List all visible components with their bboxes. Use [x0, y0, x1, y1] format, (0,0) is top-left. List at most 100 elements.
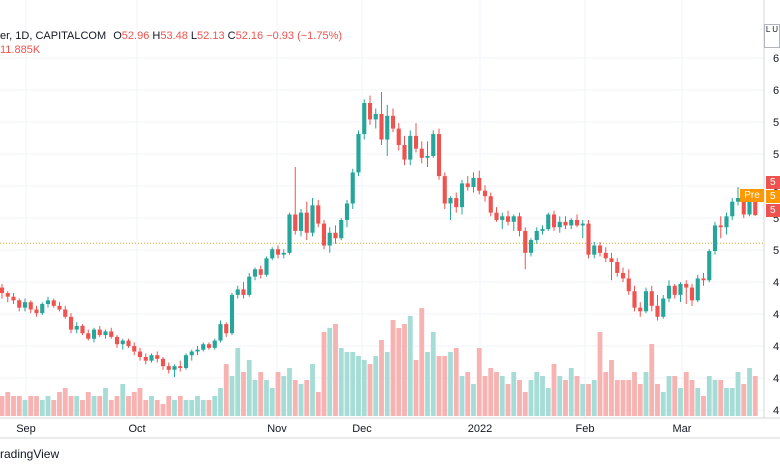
low-label: L	[190, 30, 198, 42]
candle-body	[304, 212, 309, 233]
time-axis[interactable]: Sep Oct Nov Dec 2022 Feb Mar	[16, 423, 692, 435]
volume-bar	[62, 388, 68, 416]
volume-bar	[557, 376, 563, 416]
candle-body	[563, 221, 568, 226]
volume-bar	[344, 352, 350, 416]
price-axis[interactable]: 665555544444	[773, 53, 779, 417]
candle-body	[86, 333, 91, 339]
volume-bar	[574, 376, 580, 416]
symbol-legend: er, 1D, CAPITALCOM O52.96 H53.48 L52.13 …	[0, 30, 342, 42]
volume-bar	[39, 400, 45, 416]
volume-bar	[499, 376, 505, 416]
volume-bar	[160, 404, 166, 416]
candle-body	[695, 278, 700, 301]
volume-bar	[34, 396, 39, 416]
volume-bar	[206, 400, 212, 416]
candle-body	[189, 351, 194, 356]
candle-body	[109, 331, 114, 337]
volume-bar	[712, 380, 718, 416]
candle-body	[252, 269, 258, 277]
volume-bar	[80, 400, 85, 416]
volume-bar	[367, 364, 373, 416]
candle-body	[316, 205, 321, 224]
tradingview-watermark: radingView	[0, 447, 60, 461]
volume-bar	[430, 332, 436, 416]
x-tick-label: Mar	[673, 423, 692, 435]
volume-bar	[223, 364, 229, 416]
volume-bar	[643, 372, 649, 416]
candle-body	[477, 177, 482, 191]
candle-body	[11, 296, 16, 301]
y-tick-label: 6	[773, 53, 779, 65]
candle-body	[68, 316, 74, 330]
volume-bar	[384, 352, 390, 416]
candle-body	[661, 298, 666, 317]
x-tick-label: Nov	[267, 423, 287, 435]
candle-body	[258, 269, 263, 275]
candle-body	[753, 200, 758, 216]
candle-body	[247, 276, 252, 295]
volume-bar	[16, 396, 22, 416]
volume-bar	[149, 396, 154, 416]
volume-bar	[741, 384, 747, 416]
candle-body	[718, 225, 723, 228]
candle-body	[551, 214, 557, 228]
candle-body	[224, 324, 229, 334]
candle-body	[379, 113, 384, 140]
candle-body	[620, 272, 626, 279]
volume-bar	[298, 384, 304, 416]
candle-body	[431, 134, 436, 156]
volume-bar	[108, 400, 114, 416]
candle-body	[172, 366, 177, 370]
volume-bar	[511, 372, 517, 416]
change-value: −0.93 (−1.75%)	[266, 30, 343, 42]
candle-body	[626, 278, 631, 292]
candle-body	[385, 115, 390, 140]
symbol-name: er, 1D, CAPITALCOM	[0, 30, 107, 42]
volume-bar	[678, 388, 683, 416]
low-value: 52.13	[197, 30, 225, 42]
candle-body	[22, 302, 28, 308]
candle-body	[666, 285, 672, 299]
candle-body	[132, 346, 137, 352]
volume-bar	[183, 400, 189, 416]
volume-bar	[534, 372, 540, 416]
candle-body	[569, 219, 574, 226]
volume-bar	[373, 356, 379, 416]
candle-body	[615, 261, 620, 273]
volume-bar	[292, 380, 298, 416]
volume-bar	[614, 380, 620, 416]
candle-body	[195, 349, 200, 352]
volume-bar	[580, 384, 586, 416]
volume-bar	[310, 364, 315, 416]
volume-bar	[626, 380, 632, 416]
candle-body	[494, 212, 499, 220]
candle-body	[402, 145, 407, 160]
candle-body	[580, 223, 585, 226]
x-tick-label: Feb	[576, 423, 595, 435]
volume-bar	[275, 372, 281, 416]
candle-body	[137, 351, 143, 358]
volume-bar	[333, 324, 338, 416]
candle-body	[63, 309, 68, 317]
scale-mode-button[interactable]: L U	[764, 24, 780, 48]
candle-body	[270, 249, 275, 259]
candle-body	[327, 232, 332, 246]
candle-body	[17, 300, 22, 308]
x-tick-label: Dec	[352, 423, 372, 435]
volume-bar	[494, 372, 499, 416]
y-tick-label: 5	[773, 245, 779, 257]
candle-body	[5, 293, 10, 297]
volume-bar	[11, 396, 16, 416]
x-tick-label: Oct	[128, 423, 145, 435]
volume-bar	[57, 392, 62, 416]
volume-bar	[528, 380, 534, 416]
volume-bar	[689, 380, 695, 416]
volume-bar	[154, 400, 160, 416]
candle-body	[40, 304, 45, 314]
volume-bar	[390, 320, 396, 416]
volume-bar	[476, 348, 482, 416]
volume-bar	[522, 392, 528, 416]
volume-bar	[655, 384, 660, 416]
